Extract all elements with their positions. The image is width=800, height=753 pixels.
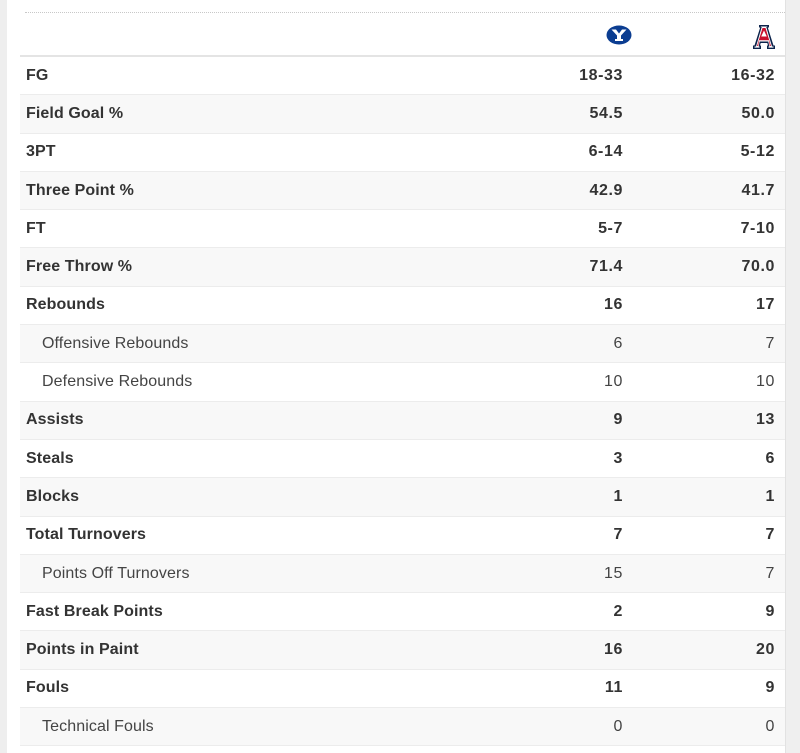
byu-value: 0 [613,717,623,735]
byu-value: 54.5 [589,104,623,122]
arizona-value: 9 [765,602,775,620]
byu-value: 5-7 [598,219,623,237]
team-stats-card: FG 18-33 16-32 Field Goal % 54.5 50.0 3P… [7,0,790,753]
stat-label: 3PT [26,143,56,161]
byu-value: 1 [613,487,623,505]
stat-label: Technical Fouls [42,717,154,735]
arizona-value: 7-10 [740,219,775,237]
stat-label: Blocks [26,487,80,505]
arizona-logo-icon [751,24,777,55]
stat-label: Fouls [26,679,70,697]
stat-label: Field Goal % [26,104,124,122]
byu-value: 71.4 [589,258,623,276]
byu-value: 6 [613,334,623,352]
byu-value: 10 [604,373,623,391]
stat-row-total-turnovers: Total Turnovers 7 7 [20,516,790,555]
stat-label: Total Turnovers [26,526,147,544]
byu-value: 7 [613,526,623,544]
byu-value: 3 [613,449,623,467]
stat-row-blocks: Blocks 1 1 [20,478,790,517]
stat-label: Rebounds [26,296,106,314]
byu-value: 2 [613,602,623,620]
arizona-value: 50.0 [741,104,775,122]
byu-logo-icon [599,24,639,51]
arizona-value: 70.0 [741,258,775,276]
stat-label: FT [26,219,46,237]
page-scrollbar-gutter [785,0,800,753]
stat-row-free-throw-pct: Free Throw % 71.4 70.0 [20,248,790,287]
arizona-value: 16-32 [731,66,775,84]
arizona-value: 17 [756,296,775,314]
stat-row-3pt: 3PT 6-14 5-12 [20,133,790,172]
dotted-divider [25,12,787,13]
team-stats-table: FG 18-33 16-32 Field Goal % 54.5 50.0 3P… [20,15,790,747]
stat-row-field-goal-pct: Field Goal % 54.5 50.0 [20,95,790,134]
stat-label: Three Point % [26,181,134,199]
byu-value: 6-14 [588,143,623,161]
stat-label: Defensive Rebounds [42,373,193,391]
stat-row-fg: FG 18-33 16-32 [20,57,790,96]
byu-value: 18-33 [579,66,623,84]
arizona-value: 10 [756,373,775,391]
stat-row-fouls: Fouls 11 9 [20,669,790,709]
arizona-value: 13 [756,411,775,429]
byu-value: 11 [604,679,623,697]
arizona-value: 7 [765,334,775,352]
stat-label: Offensive Rebounds [42,334,189,352]
stat-row-ft: FT 5-7 7-10 [20,210,790,249]
stat-row-points-in-paint: Points in Paint 16 20 [20,631,790,670]
arizona-value: 6 [765,449,775,467]
stat-label: Points in Paint [26,641,139,659]
arizona-value: 9 [765,679,775,697]
stat-row-defensive-rebounds: Defensive Rebounds 10 10 [20,363,790,402]
stat-label: Fast Break Points [26,602,163,620]
byu-value: 42.9 [589,181,623,199]
arizona-value: 5-12 [740,143,775,161]
stat-row-steals: Steals 3 6 [20,439,790,479]
stat-row-rebounds: Rebounds 16 17 [20,286,790,326]
stat-row-assists: Assists 9 13 [20,401,790,440]
arizona-value: 7 [765,526,775,544]
byu-value: 16 [604,296,623,314]
arizona-value: 20 [756,641,775,659]
stat-row-technical-fouls: Technical Fouls 0 0 [20,708,790,747]
byu-value: 16 [604,641,623,659]
arizona-value: 41.7 [741,181,775,199]
stat-label: Assists [26,411,84,429]
arizona-value: 1 [765,487,775,505]
stat-row-three-point-pct: Three Point % 42.9 41.7 [20,171,790,211]
arizona-value: 0 [765,717,775,735]
table-header [20,15,790,57]
stat-label: Steals [26,449,74,467]
stat-label: Points Off Turnovers [42,564,190,582]
arizona-value: 7 [765,564,775,582]
stat-row-fast-break-points: Fast Break Points 2 9 [20,593,790,632]
byu-value: 15 [604,564,623,582]
stat-row-offensive-rebounds: Offensive Rebounds 6 7 [20,325,790,364]
byu-value: 9 [613,411,623,429]
stat-label: FG [26,66,49,84]
stat-label: Free Throw % [26,258,133,276]
stat-row-points-off-turnovers: Points Off Turnovers 15 7 [20,554,790,594]
